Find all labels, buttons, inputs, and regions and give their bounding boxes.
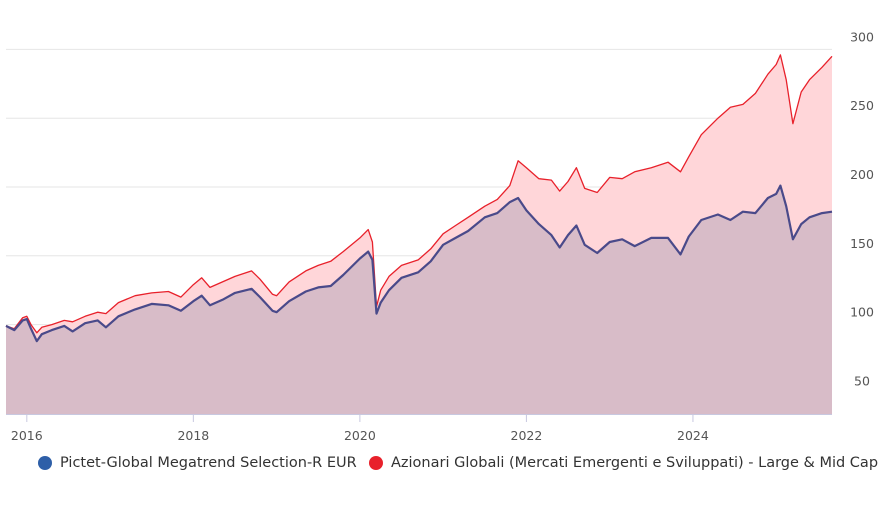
y-tick-label-100: 100 xyxy=(850,305,874,320)
line-layer xyxy=(5,54,833,343)
legend-swatch-fund xyxy=(38,456,52,470)
y-tick-label-250: 250 xyxy=(850,98,874,113)
chart-legend: Pictet-Global Megatrend Selection-R EUR … xyxy=(0,455,892,491)
legend-label-benchmark: Azionari Globali (Mercati Emergenti e Sv… xyxy=(391,455,879,471)
y-tick-label-50: 50 xyxy=(854,373,870,388)
legend-item-benchmark[interactable]: Azionari Globali (Mercati Emergenti e Sv… xyxy=(369,455,878,471)
axis-layer: 50 100 150 200 250 300 2016 2018 2020 2022 2024 xyxy=(6,29,874,443)
legend-item-fund[interactable]: Pictet-Global Megatrend Selection-R EUR xyxy=(38,455,357,471)
x-tick-label-2016: 2016 xyxy=(11,428,43,443)
area-layer xyxy=(6,54,832,415)
series-area-0 xyxy=(6,185,832,414)
x-tick-label-2020: 2020 xyxy=(344,428,376,443)
x-tick-label-2022: 2022 xyxy=(511,428,543,443)
x-tick-label-2018: 2018 xyxy=(177,428,209,443)
y-tick-label-200: 200 xyxy=(850,167,874,182)
series-line-0 xyxy=(5,184,833,343)
y-tick-label-300: 300 xyxy=(850,29,874,44)
price-chart: 50 100 150 200 250 300 2016 2018 2020 2022 2024 xyxy=(5,29,874,443)
x-tick-label-2024: 2024 xyxy=(677,428,709,443)
legend-swatch-benchmark xyxy=(369,456,383,470)
series-line-1 xyxy=(5,54,833,334)
y-tick-label-150: 150 xyxy=(850,236,874,251)
legend-label-fund: Pictet-Global Megatrend Selection-R EUR xyxy=(60,455,357,471)
